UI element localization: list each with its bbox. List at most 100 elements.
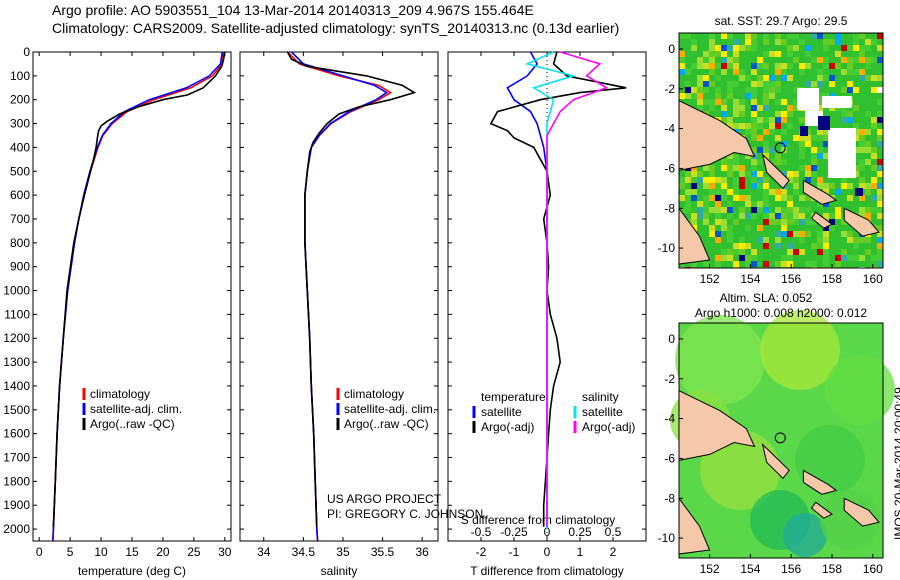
sst-cell: [865, 63, 871, 69]
sst-cell: [739, 189, 745, 195]
sst-cell: [745, 243, 751, 249]
sst-cell: [865, 183, 871, 189]
sst-cell: [763, 81, 769, 87]
sst-cell: [787, 33, 793, 39]
sst-cell: [763, 255, 769, 261]
sst-cell: [841, 255, 847, 261]
sst-cell: [691, 195, 697, 201]
sst-cell: [757, 129, 763, 135]
sst-cell: [751, 69, 757, 75]
sst-cell: [721, 207, 727, 213]
sst-cell: [679, 171, 685, 177]
sst-cell: [787, 201, 793, 207]
sst-cell: [739, 171, 745, 177]
sst-cell: [757, 105, 763, 111]
sst-cell: [865, 81, 871, 87]
sst-cell: [865, 159, 871, 165]
sst-cell: [721, 57, 727, 63]
xtick-label-T-2: 2: [610, 545, 617, 559]
sst-cell: [799, 201, 805, 207]
ytick-label-900: 900: [10, 260, 30, 274]
sst-cell: [799, 207, 805, 213]
sst-cell: [721, 195, 727, 201]
series-diff-1: [489, 51, 627, 527]
sst-cell: [781, 231, 787, 237]
ytick-label-200: 200: [10, 93, 30, 107]
sst-cell: [709, 93, 715, 99]
sst-cell: [733, 63, 739, 69]
sst-cell: [745, 39, 751, 45]
sst-cell: [739, 39, 745, 45]
sst-cell: [745, 255, 751, 261]
sst-cell: [745, 105, 751, 111]
sst-cell: [745, 171, 751, 177]
sst-cell: [811, 147, 817, 153]
ytick-label-1400: 1400: [3, 379, 30, 393]
ytick-label-1600: 1600: [3, 427, 30, 441]
sst-cell: [733, 159, 739, 165]
sst-cell: [811, 165, 817, 171]
sst-cell: [799, 75, 805, 81]
sst-cell: [775, 39, 781, 45]
sst-cell: [877, 123, 883, 129]
sst-cell: [835, 63, 841, 69]
sst-cell: [787, 213, 793, 219]
sst-cell: [847, 183, 853, 189]
sst-cell: [697, 225, 703, 231]
sst-cell: [859, 105, 865, 111]
sst-cell: [733, 249, 739, 255]
sst-cell: [823, 33, 829, 39]
ytick-label-1200: 1200: [3, 331, 30, 345]
sst-cell: [715, 39, 721, 45]
land-sla_map-5: [810, 501, 833, 519]
sst-cell: [871, 99, 877, 105]
sst-cell: [817, 63, 823, 69]
sst-cell: [727, 45, 733, 51]
sst-cell: [865, 45, 871, 51]
sst-cell: [793, 177, 799, 183]
sst-cell: [793, 201, 799, 207]
sst-cell: [817, 33, 823, 39]
sst-cell: [763, 105, 769, 111]
sst-cell: [877, 231, 883, 237]
sst-cell: [799, 39, 805, 45]
sst-cell: [679, 45, 685, 51]
sst-cell: [757, 117, 763, 123]
sst-cell: [781, 195, 787, 201]
sst-cell: [757, 255, 763, 261]
sst-cell: [721, 261, 727, 267]
sst-cell: [823, 51, 829, 57]
panel-frame-temperature: [32, 51, 232, 542]
sst-cell: [775, 153, 781, 159]
sst-cell: [709, 57, 715, 63]
sst-nodata-patch-2: [828, 128, 856, 178]
sst-cell: [793, 69, 799, 75]
sst-cell: [733, 201, 739, 207]
sst-cell: [685, 177, 691, 183]
sst-cell: [727, 159, 733, 165]
sst-cell: [763, 231, 769, 237]
sst-cell: [805, 33, 811, 39]
sst-cell: [823, 75, 829, 81]
sst-cell: [817, 111, 823, 117]
sst-cell: [859, 57, 865, 63]
sst-cell: [721, 45, 727, 51]
sst-cell: [871, 183, 877, 189]
sst-cell: [787, 57, 793, 63]
sla-blob-3: [700, 430, 780, 510]
sst-cell: [877, 75, 883, 81]
sst-cell: [829, 213, 835, 219]
sst-cell: [817, 261, 823, 267]
sst-cell: [817, 69, 823, 75]
sst-cell: [763, 147, 769, 153]
sst-cell: [709, 201, 715, 207]
sst-cell: [733, 153, 739, 159]
sst-cell: [817, 147, 823, 153]
sst-cell: [763, 171, 769, 177]
sst-cell: [847, 231, 853, 237]
sst-cell: [841, 261, 847, 267]
sst-cell: [727, 75, 733, 81]
sst-cell: [787, 45, 793, 51]
sst-cell: [877, 195, 883, 201]
sst-cell: [751, 147, 757, 153]
